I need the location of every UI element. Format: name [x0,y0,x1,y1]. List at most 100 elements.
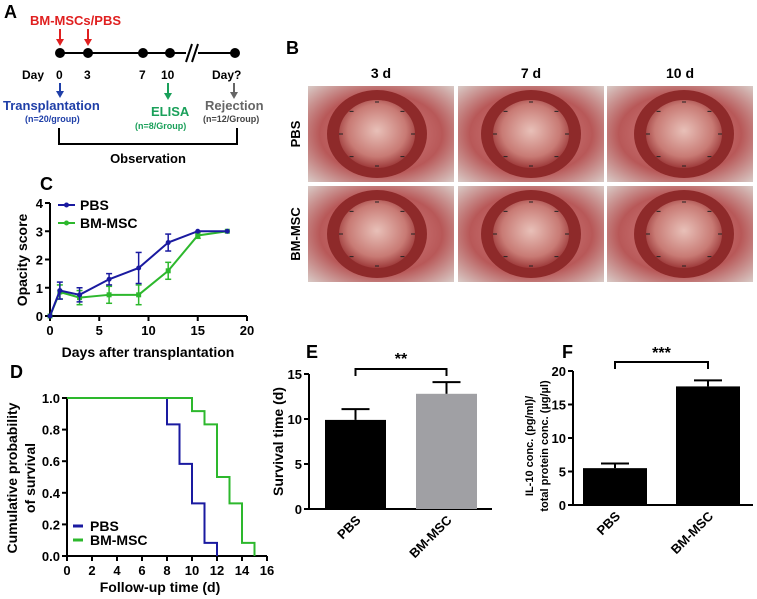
significance-stars: ** [395,351,408,368]
bar-BM-MSC [676,386,740,505]
y-tick-label: 5 [295,457,302,472]
legend-marker [64,220,69,226]
column-header: 10 d [666,65,694,81]
significance-stars: *** [652,345,671,362]
data-point [165,268,171,274]
cornea-graft [646,100,722,168]
chart-C: 0 1 2 3 4 0 5 10 15 20 Days after transplantation O… [14,196,254,360]
rejection-label: Rejection [205,98,264,113]
row-label: PBS [288,120,303,147]
cornea-graft [493,200,569,268]
data-point [136,265,142,271]
timeline-dot [55,48,65,58]
data-point [77,292,83,298]
y-tick-label: 10 [552,431,566,446]
bar-PBS [583,468,647,505]
x-tick-label: 16 [260,563,274,578]
treatment-arrow-day3 [84,29,92,46]
timeline-break [185,43,193,63]
column-header: 7 d [521,65,541,81]
y-tick-label: 10 [288,412,302,427]
x-tick-label: 0 [46,323,53,338]
day-label: Day [22,68,44,82]
x-tick-label: 12 [210,563,224,578]
x-tick-label: 8 [163,563,170,578]
x-tick-label: 10 [185,563,199,578]
day-3: 10 [161,68,175,82]
significance-bracket [614,361,709,369]
arrow-head [56,39,64,46]
panel-label-f: F [562,342,573,362]
y-tick-label: 0.4 [42,486,61,501]
y-tick-label: 15 [288,367,302,382]
bar-PBS [325,419,386,509]
series-PBS [47,228,230,319]
legend-label: BM-MSC [80,215,138,231]
y-tick-label: 0.2 [42,517,60,532]
y-tick-label: 3 [36,224,43,239]
treatment-label: BM-MSCs/PBS [30,13,121,28]
panel-label-b: B [286,38,299,58]
rejection-n: (n=12/Group) [203,114,259,124]
x-tick-label: 10 [141,323,155,338]
timeline-dot [230,48,240,58]
y-axis-label: IL-10 conc. (pg/ml)/ [524,396,536,496]
x-tick-label: 2 [88,563,95,578]
y-tick-label: 0.0 [42,549,60,564]
observation-label: Observation [110,151,186,166]
x-tick-label: 14 [235,563,250,578]
chart-D: 0.0 0.2 0.4 0.6 0.8 1.0 0 2 4 6 8 10 12 14 16 Follow-up… [4,391,274,595]
data-point [195,228,201,234]
y-tick-label: 20 [552,364,566,379]
x-category-label: BM-MSC [668,508,717,557]
x-tick-label: 6 [138,563,145,578]
eye-photo [308,186,454,282]
data-point [195,232,201,238]
panel-label-a: A [4,2,17,22]
data-point [136,292,142,298]
data-point [57,288,63,294]
transplantation-arrow [56,83,64,98]
legend-marker [64,202,69,208]
timeline-dot [138,48,148,58]
transplantation-n: (n=20/group) [25,114,80,124]
y-tick-label: 0 [559,498,566,513]
data-point [106,276,112,282]
survival-curve-BM-MSC [67,397,256,556]
day-1: 3 [84,68,91,82]
y-tick-label: 5 [559,465,566,480]
y-tick-label: 0 [295,502,302,517]
x-tick-label: 15 [191,323,205,338]
eye-photo [607,186,753,282]
cornea-graft [646,200,722,268]
transplantation-label: Transplantation [3,98,100,113]
rejection-arrow [230,83,238,99]
y-axis-label: Cumulative probability [4,402,20,553]
significance-bracket [354,368,448,376]
x-tick-label: 0 [63,563,70,578]
y-tick-label: 1 [36,281,43,296]
eye-photo [308,86,454,182]
day-2: 7 [139,68,146,82]
elisa-label: ELISA [151,104,190,119]
elisa-n: (n=8/Group) [135,121,186,131]
day-4: Day? [212,68,241,82]
arrow-head [84,39,92,46]
arrow-head [56,91,64,98]
cornea-graft [339,200,415,268]
timeline-break [191,43,199,63]
data-point [106,292,112,298]
column-header: 3 d [371,65,391,81]
arrow-head [164,93,172,100]
y-tick-label: 1.0 [42,391,60,406]
eye-photo [607,86,753,182]
panel-label-c: C [40,174,53,194]
x-category-label: PBS [594,508,624,538]
x-axis-label: Follow-up time (d) [100,579,221,595]
data-point [224,228,230,234]
elisa-arrow [164,83,172,100]
panel-label-e: E [306,342,318,362]
arrow-head [230,92,238,99]
survival-curve-PBS [67,397,218,556]
chart-E: 0 5 10 15 PBS BM-MSC ** Survival time (d) [270,351,492,561]
